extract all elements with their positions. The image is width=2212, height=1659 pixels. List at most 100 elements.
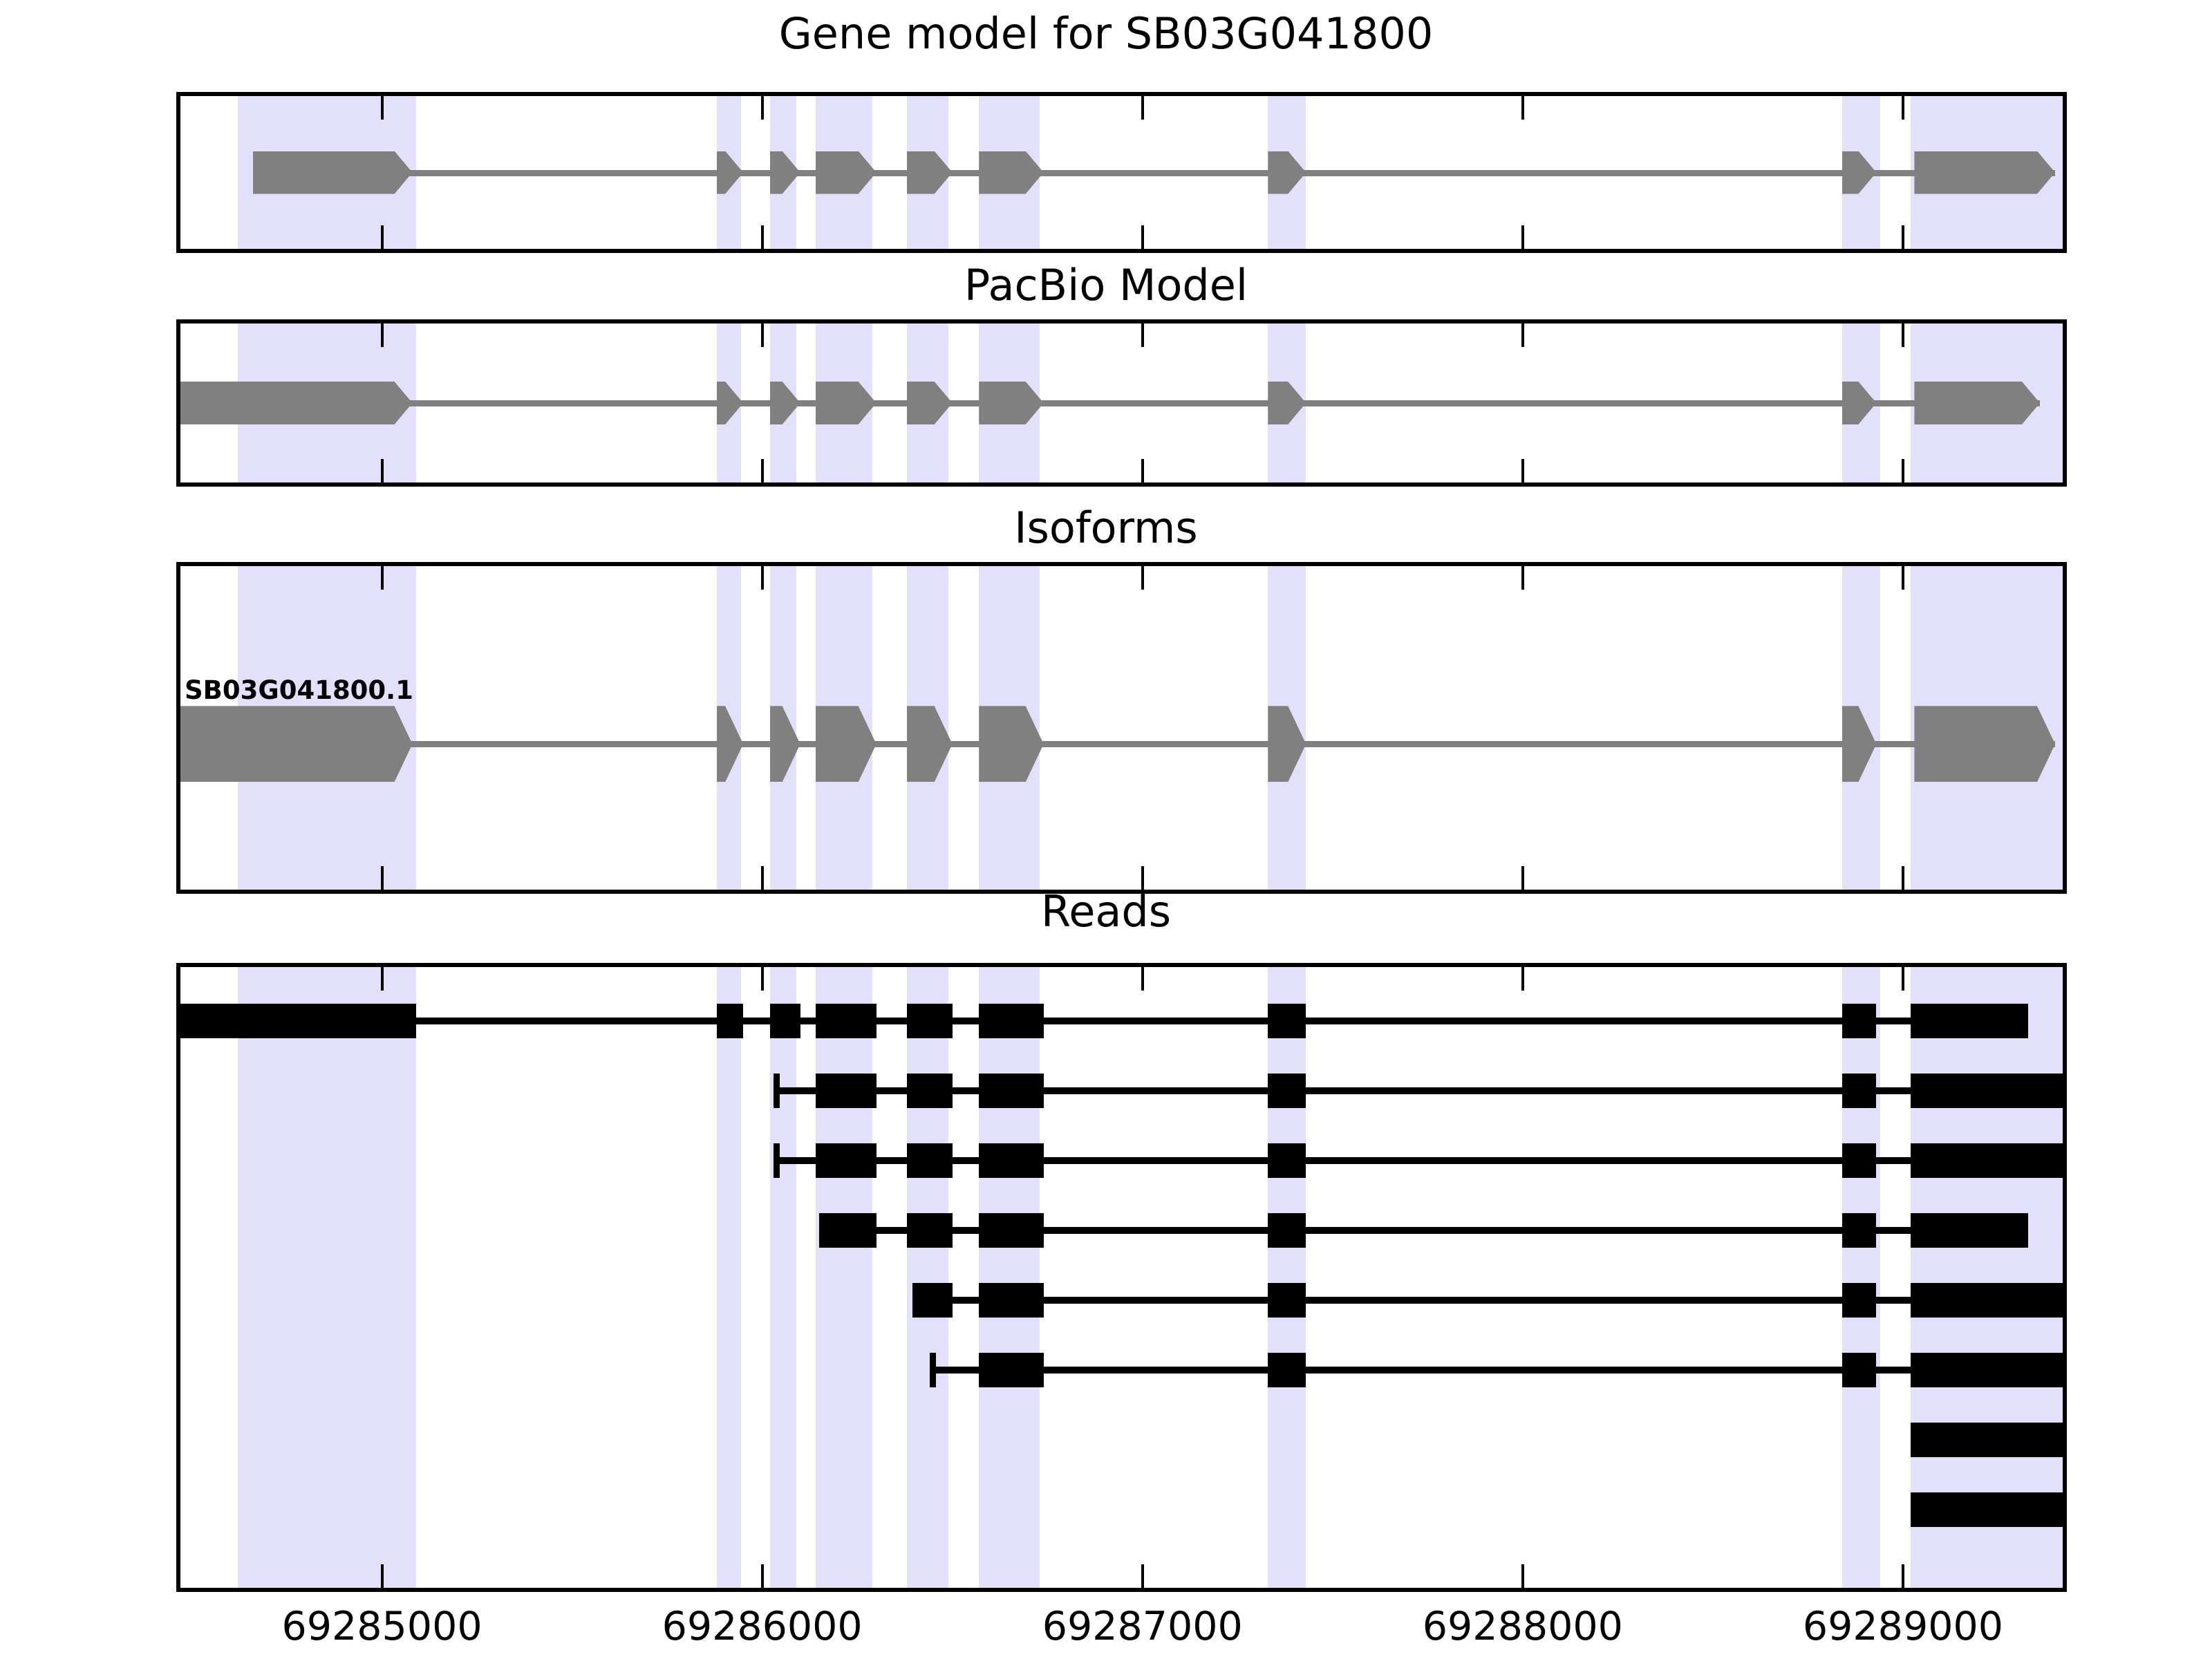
- read-exon-block: [1268, 1004, 1306, 1038]
- read-exon-block: [1268, 1353, 1306, 1387]
- x-axis-tick-label: 69288000: [1422, 1604, 1623, 1649]
- read-exon-block: [906, 1213, 953, 1248]
- axis-tick: [760, 459, 764, 482]
- read-intron-line: [774, 1157, 2063, 1164]
- x-axis-tick-label: 69285000: [281, 1604, 482, 1649]
- axis-tick: [380, 566, 384, 590]
- read-exon-block: [979, 1213, 1044, 1248]
- axis-tick: [1521, 96, 1524, 120]
- read-intron-line: [819, 1227, 2029, 1234]
- highlight-band: [769, 967, 797, 1588]
- axis-tick: [1901, 96, 1904, 120]
- read-exon-block: [906, 1143, 953, 1178]
- axis-tick: [1901, 967, 1904, 991]
- highlight-band: [979, 967, 1040, 1588]
- axis-tick: [1521, 967, 1524, 991]
- read-exon-block: [929, 1353, 936, 1387]
- read-exon-block: [1841, 1213, 1877, 1248]
- plot-area-isoforms: SB03G041800.1: [180, 566, 2063, 890]
- highlight-band: [237, 967, 417, 1588]
- read-exon-block: [1841, 1283, 1877, 1318]
- read-intron-line: [929, 1367, 2063, 1374]
- plot-area-gene-model: [180, 96, 2063, 249]
- axis-tick: [760, 967, 764, 991]
- axis-tick: [380, 1564, 384, 1588]
- axis-tick: [1901, 324, 1904, 347]
- read-exon-block: [1910, 1283, 2063, 1318]
- axis-tick: [1521, 459, 1524, 482]
- read-exon-block: [1910, 1074, 2063, 1108]
- panel-isoforms: SB03G041800.1: [176, 562, 2067, 894]
- read-exon-block: [815, 1004, 877, 1038]
- highlight-band: [1910, 967, 2063, 1588]
- exon-block: [253, 151, 413, 194]
- read-exon-block: [815, 1143, 877, 1178]
- axis-tick: [1141, 459, 1144, 482]
- axis-tick: [1521, 866, 1524, 890]
- panel-title-gene-model: Gene model for SB03G041800: [778, 8, 1434, 59]
- read-exon-block: [912, 1283, 953, 1318]
- read-exon-block: [1841, 1074, 1877, 1108]
- axis-tick: [1901, 1564, 1904, 1588]
- panel-title-reads: Reads: [1040, 886, 1172, 937]
- axis-tick: [1141, 225, 1144, 249]
- axis-tick: [380, 967, 384, 991]
- read-exon-block: [1841, 1004, 1877, 1038]
- axis-tick: [380, 225, 384, 249]
- exon-block: [180, 382, 413, 424]
- panel-gene-model: [176, 92, 2067, 253]
- read-exon-block: [769, 1004, 800, 1038]
- axis-tick: [1521, 324, 1524, 347]
- read-exon-block: [979, 1074, 1044, 1108]
- read-exon-block: [180, 1004, 417, 1038]
- x-axis-tick-label: 69286000: [662, 1604, 863, 1649]
- x-axis: 69285000 69286000 69287000 69288000 69289000: [0, 1604, 2212, 1652]
- x-axis-tick-label: 69287000: [1042, 1604, 1243, 1649]
- read-exon-block: [1910, 1353, 2063, 1387]
- x-axis-tick-label: 69289000: [1802, 1604, 2004, 1649]
- axis-tick: [380, 96, 384, 120]
- plot-area-pacbio-model: [180, 324, 2063, 482]
- read-exon-block: [1268, 1213, 1306, 1248]
- read-exon-block: [1910, 1423, 2063, 1457]
- read-exon-block: [1910, 1004, 2029, 1038]
- exon-block: [1914, 382, 2040, 424]
- read-exon-block: [1268, 1074, 1306, 1108]
- axis-tick: [1901, 566, 1904, 590]
- read-exon-block: [815, 1074, 877, 1108]
- highlight-band: [906, 967, 949, 1588]
- read-exon-block: [1910, 1143, 2063, 1178]
- plot-area-reads: [180, 967, 2063, 1588]
- intron-line: [180, 741, 2055, 748]
- axis-tick: [1521, 1564, 1524, 1588]
- axis-tick: [1521, 566, 1524, 590]
- read-intron-line: [180, 1018, 2029, 1024]
- exon-block: [180, 706, 413, 782]
- read-exon-block: [1268, 1143, 1306, 1178]
- highlight-band: [1841, 967, 1880, 1588]
- intron-line: [252, 169, 2055, 176]
- read-exon-block: [1910, 1213, 2029, 1248]
- axis-tick: [1901, 459, 1904, 482]
- read-exon-block: [979, 1283, 1044, 1318]
- read-exon-block: [1268, 1283, 1306, 1318]
- read-exon-block: [1841, 1143, 1877, 1178]
- axis-tick: [760, 96, 764, 120]
- read-exon-block: [1841, 1353, 1877, 1387]
- read-intron-line: [912, 1297, 2063, 1304]
- axis-tick: [1141, 866, 1144, 890]
- highlight-band: [716, 967, 742, 1588]
- axis-tick: [760, 324, 764, 347]
- read-intron-line: [774, 1087, 2063, 1094]
- highlight-band: [815, 967, 873, 1588]
- axis-tick: [1901, 225, 1904, 249]
- exon-block: [1914, 706, 2055, 782]
- panel-pacbio-model: [176, 319, 2067, 487]
- read-exon-block: [716, 1004, 744, 1038]
- read-exon-block: [906, 1004, 953, 1038]
- read-exon-block: [979, 1004, 1044, 1038]
- read-exon-block: [906, 1074, 953, 1108]
- exon-block: [1914, 151, 2055, 194]
- axis-tick: [380, 324, 384, 347]
